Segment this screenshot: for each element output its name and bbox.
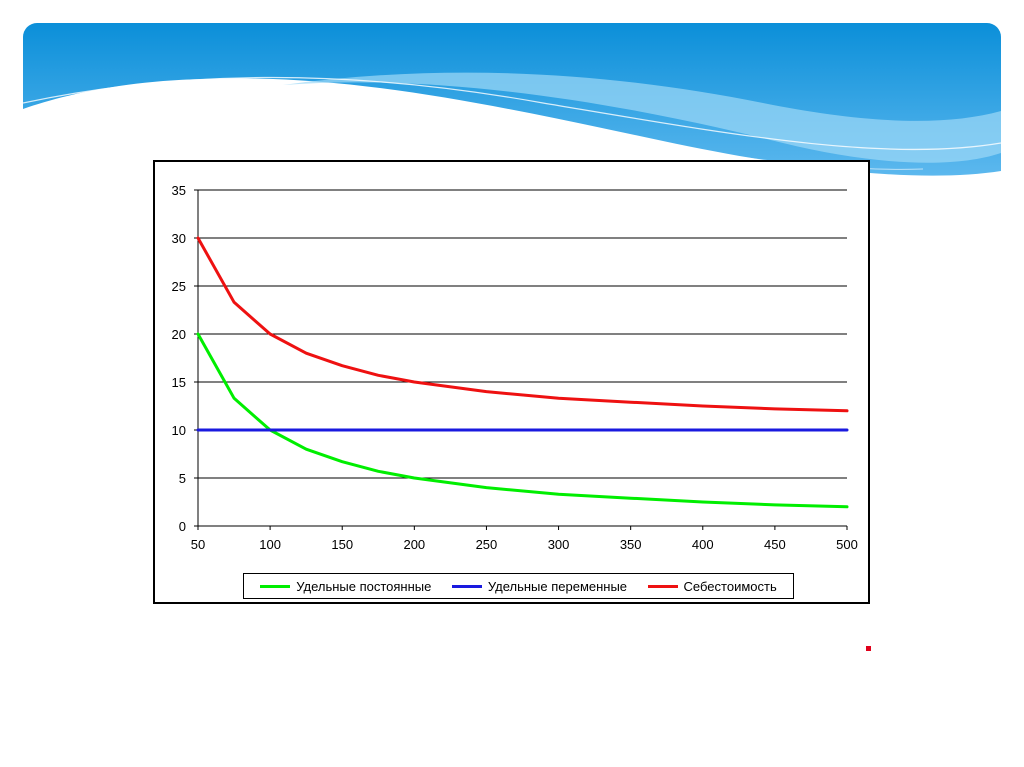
- series-line-cost: [196, 236, 849, 413]
- x-tick-label-500: 500: [836, 537, 858, 552]
- series-line-fixed: [196, 332, 849, 509]
- x-tick-label-350: 350: [620, 537, 642, 552]
- x-tick-label-50: 50: [191, 537, 205, 552]
- y-tick-label-25: 25: [172, 279, 186, 294]
- wave-banner: [23, 23, 1001, 176]
- legend-label-fixed: Удельные постоянные: [296, 578, 432, 594]
- y-tick-label-5: 5: [179, 471, 186, 486]
- legend-swatch-fixed: [260, 584, 291, 588]
- legend-label-cost: Себестоимость: [683, 578, 777, 594]
- legend-swatch-cost: [647, 584, 678, 588]
- chart-frame: 0 5 10 15 20 25 30 35 50 100 150 200 250 300 350 400 450…: [153, 160, 870, 604]
- y-tick-label-20: 20: [172, 327, 186, 342]
- line-chart: 0 5 10 15 20 25 30 35 50 100 150 200 250 300 350 400 450…: [172, 183, 858, 552]
- red-dot-marker: [866, 646, 871, 651]
- x-tick-label-400: 400: [692, 537, 714, 552]
- x-tick-label-250: 250: [476, 537, 498, 552]
- chart-legend: Удельные постоянные Удельные переменные …: [243, 573, 794, 599]
- legend-item-variable: Удельные переменные: [451, 578, 628, 594]
- y-tick-label-0: 0: [179, 519, 186, 534]
- legend-item-fixed: Удельные постоянные: [260, 579, 431, 594]
- x-tick-label-150: 150: [331, 537, 353, 552]
- legend-item-cost: Себестоимость: [647, 578, 777, 594]
- y-tick-label-15: 15: [172, 375, 186, 390]
- y-tick-label-10: 10: [172, 423, 186, 438]
- x-tick-label-300: 300: [548, 537, 570, 552]
- y-tick-label-30: 30: [172, 231, 186, 246]
- x-tick-label-200: 200: [403, 537, 425, 552]
- y-tick-label-35: 35: [172, 183, 186, 198]
- legend-label-variable: Удельные переменные: [487, 578, 628, 594]
- x-tick-label-450: 450: [764, 537, 786, 552]
- legend-swatch-variable: [451, 584, 482, 588]
- x-tick-label-100: 100: [259, 537, 281, 552]
